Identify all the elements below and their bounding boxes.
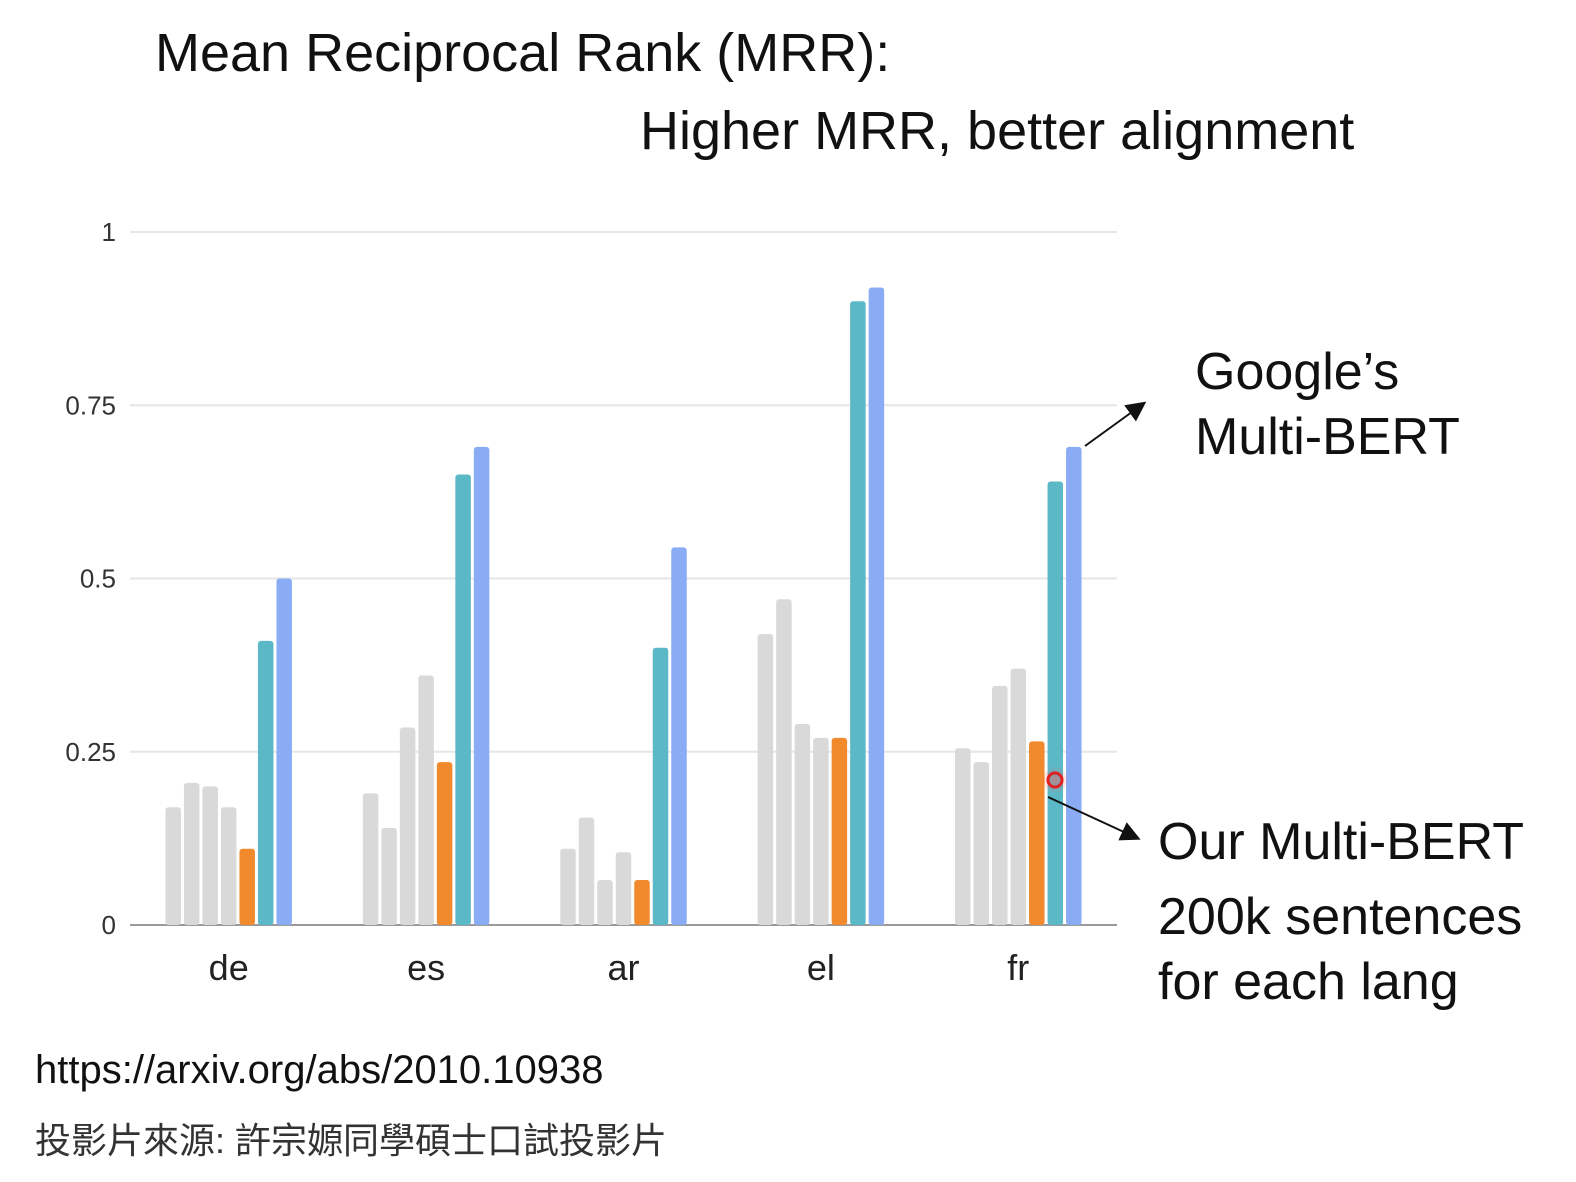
- bar-es-2: [381, 827, 397, 925]
- x-tick-label: el: [807, 947, 835, 988]
- x-tick-label: ar: [607, 947, 639, 988]
- pointer-glow: [1041, 766, 1069, 794]
- bar-de-4: [220, 807, 237, 925]
- pointer-dot: [1046, 771, 1064, 789]
- bar-de-2: [183, 782, 200, 925]
- bar-ar-7: [671, 547, 687, 925]
- x-tick-label: de: [209, 947, 249, 988]
- y-tick-label: 0: [102, 910, 116, 940]
- bar-el-1: [757, 633, 774, 925]
- bar-fr-5: [1029, 741, 1045, 925]
- google-annotation-line-1: Google’s: [1195, 343, 1400, 401]
- bar-el-7: [868, 287, 885, 925]
- y-tick-label: 1: [102, 217, 116, 247]
- ours-annotation-line-2: 200k sentences: [1158, 888, 1523, 946]
- bar-fr-4: [1010, 668, 1027, 925]
- bar-fr-1: [955, 748, 971, 925]
- bar-fr-2: [973, 762, 990, 925]
- bar-ar-4: [615, 852, 632, 925]
- x-tick-label: es: [407, 947, 445, 988]
- bar-el-5: [831, 737, 848, 925]
- bar-ar-5: [634, 879, 650, 925]
- bar-el-6: [850, 301, 866, 925]
- bar-ar-6: [652, 647, 669, 925]
- bar-el-2: [776, 599, 792, 925]
- ours-arrow: [1047, 796, 1141, 841]
- google-arrow: [1084, 401, 1147, 447]
- y-tick-label: 0.75: [65, 390, 116, 420]
- chart-subtitle: Higher MRR, better alignment: [640, 101, 1355, 161]
- bar-ar-1: [560, 848, 576, 925]
- bar-el-3: [794, 724, 811, 925]
- bar-de-6: [257, 640, 274, 925]
- paper-url[interactable]: https://arxiv.org/abs/2010.10938: [35, 1048, 604, 1092]
- google-annotation-line-2: Multi-BERT: [1195, 408, 1460, 466]
- grid-layer: [130, 231, 1117, 926]
- x-tick-label: fr: [1007, 947, 1029, 988]
- bar-fr-7: [1066, 446, 1082, 925]
- label-layer: 0 0.25 0.5 0.75 1 de es ar el fr: [65, 217, 1029, 988]
- google-multibert-annotation: Google’s Multi-BERT: [1195, 340, 1460, 470]
- bar-de-7: [276, 578, 292, 925]
- ours-annotation-line-3: for each lang: [1158, 953, 1459, 1011]
- bar-layer: [165, 287, 1082, 925]
- bar-de-5: [239, 848, 255, 925]
- our-multibert-annotation: Our Multi-BERT 200k sentences for each l…: [1158, 810, 1524, 1015]
- bar-es-3: [399, 727, 416, 925]
- bar-fr-3: [992, 685, 1008, 925]
- ours-annotation-line-1: Our Multi-BERT: [1158, 813, 1524, 871]
- bar-es-4: [418, 675, 434, 925]
- bar-es-6: [455, 474, 471, 925]
- bar-es-5: [436, 762, 453, 925]
- bar-ar-2: [578, 817, 595, 925]
- bar-el-4: [813, 737, 829, 925]
- y-tick-label: 0.25: [65, 737, 116, 767]
- y-tick-label: 0.5: [80, 564, 116, 594]
- bar-de-3: [202, 786, 218, 925]
- bar-ar-3: [597, 879, 613, 925]
- bar-de-1: [165, 807, 181, 925]
- bar-fr-6: [1047, 481, 1064, 925]
- slide-source: 投影片來源: 許宗嫄同學碩士口試投影片: [35, 1120, 668, 1161]
- bar-es-7: [473, 446, 490, 925]
- chart-title: Mean Reciprocal Rank (MRR):: [155, 23, 891, 83]
- bar-es-1: [362, 793, 379, 925]
- annotation-arrows: [1041, 401, 1147, 841]
